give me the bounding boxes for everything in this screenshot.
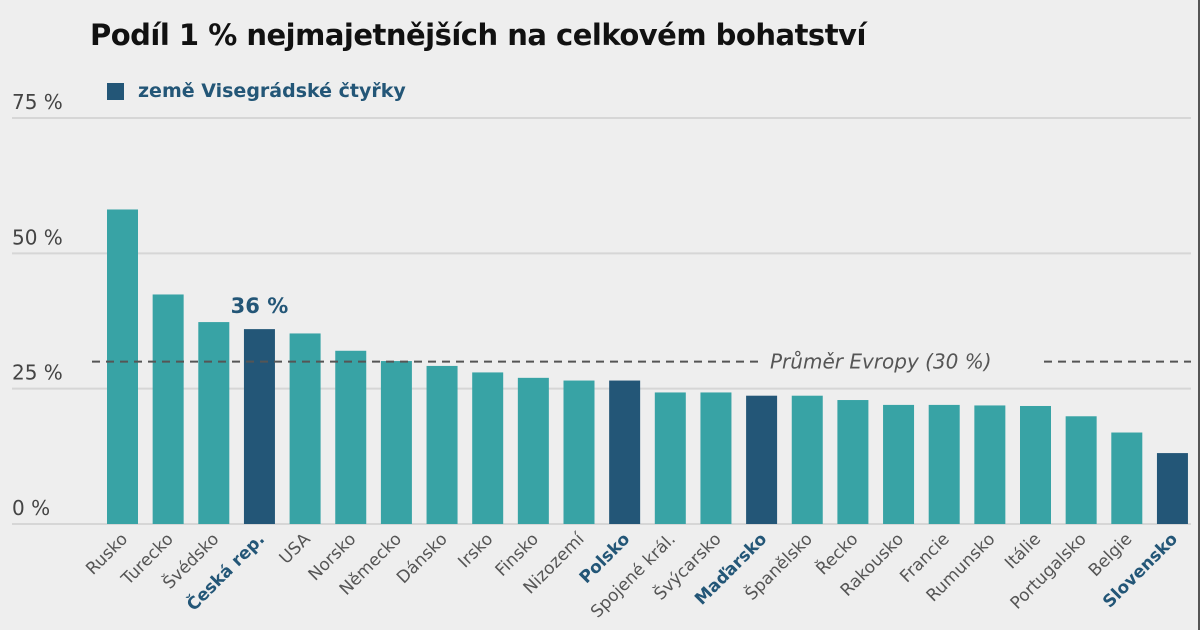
y-tick-label: 50 % [12,225,63,249]
bar [107,209,138,524]
y-tick-label: 75 % [12,90,63,114]
bar [609,380,641,524]
bar [928,404,960,524]
x-tick-label: Irsko [454,529,497,572]
bar [654,392,686,524]
bar [883,404,915,524]
bar [198,322,230,524]
bar [152,294,184,524]
legend-label: země Visegrádské čtyřky [138,80,406,102]
bars [107,209,1188,524]
bar [700,392,732,524]
y-tick-label: 25 % [12,361,63,385]
data-label: 36 % [231,294,289,318]
annotations: 36 % [231,294,289,318]
x-tick-label: USA [276,529,315,568]
bar [791,395,823,524]
bar [335,350,367,524]
bar [974,405,1006,524]
bar [563,380,595,524]
y-axis-ticks: 0 % 25 % 50 % 75 % [12,90,63,520]
average-line-group: Průměr Evropy (30 %) [92,350,1191,374]
y-tick-label: 0 % [12,496,50,520]
legend-swatch [107,82,124,100]
bar [289,333,321,524]
bar [837,400,869,524]
legend: země Visegrádské čtyřky [107,80,406,102]
bar [517,377,549,524]
gridlines [12,117,1191,525]
average-line-label: Průměr Evropy (30 %) [770,350,992,374]
bar [243,329,275,524]
bar [1111,432,1143,524]
x-tick-label: Dánsko [393,529,452,588]
frame-edge [1198,0,1200,630]
bar [380,361,412,524]
bar [746,395,778,524]
bar [1065,416,1097,524]
bar [472,372,504,524]
chart-title: Podíl 1 % nejmajetnějších na celkovém bo… [90,18,866,52]
bar [426,365,458,524]
bar [1156,453,1188,524]
bar [1020,405,1051,524]
